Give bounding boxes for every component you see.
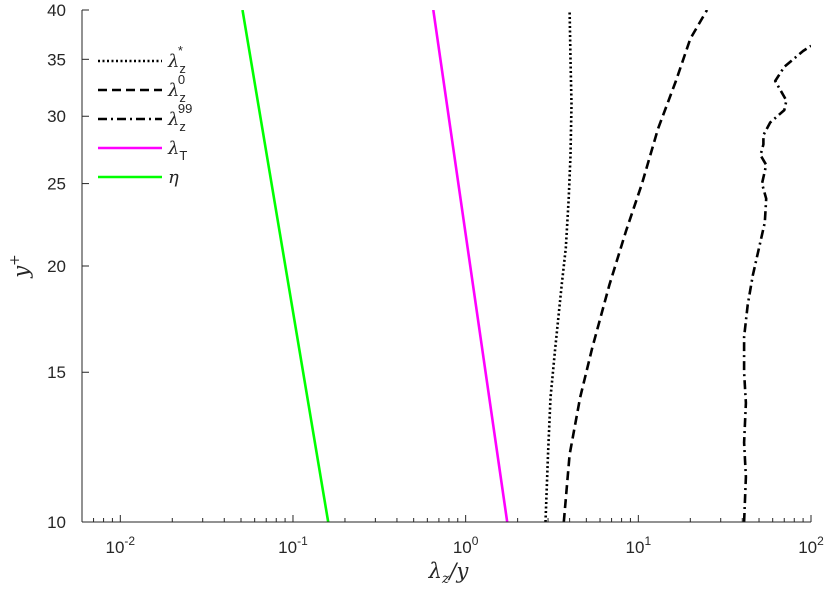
legend-label-2: λz99 bbox=[167, 101, 192, 134]
series-line-4 bbox=[241, 10, 330, 522]
legend-label-3: λT bbox=[167, 138, 187, 163]
axes bbox=[81, 9, 812, 523]
series-line-0 bbox=[544, 10, 573, 522]
y-tick-label: 25 bbox=[47, 175, 66, 194]
x-tick-label: 10-1 bbox=[278, 534, 308, 557]
x-tick-label: 102 bbox=[798, 534, 824, 557]
y-tick-label: 40 bbox=[47, 1, 66, 20]
legend-label-1: λz0 bbox=[167, 72, 186, 105]
y-tick-label: 15 bbox=[47, 363, 66, 382]
y-tick-label: 20 bbox=[47, 257, 66, 276]
legend-label-0: λz* bbox=[167, 43, 186, 76]
y-tick-label: 30 bbox=[47, 107, 66, 126]
x-tick-label: 101 bbox=[626, 534, 652, 557]
y-tick-label: 10 bbox=[47, 513, 66, 532]
x-tick-label: 100 bbox=[453, 534, 479, 557]
tick-labels: 10-2 10-1 100 101 102 10 15 20 25 30 35 40 bbox=[47, 1, 824, 557]
series-line-3 bbox=[432, 10, 509, 522]
y-tick-label: 35 bbox=[47, 50, 66, 69]
x-axis-label: λz/y bbox=[428, 559, 470, 587]
series-line-2 bbox=[742, 44, 811, 522]
plot-area bbox=[241, 10, 811, 522]
x-tick-label: 10-2 bbox=[106, 534, 136, 557]
legend-label-4: η bbox=[168, 167, 179, 188]
y-axis-label: y+ bbox=[7, 254, 33, 279]
series-line-1 bbox=[562, 10, 709, 522]
